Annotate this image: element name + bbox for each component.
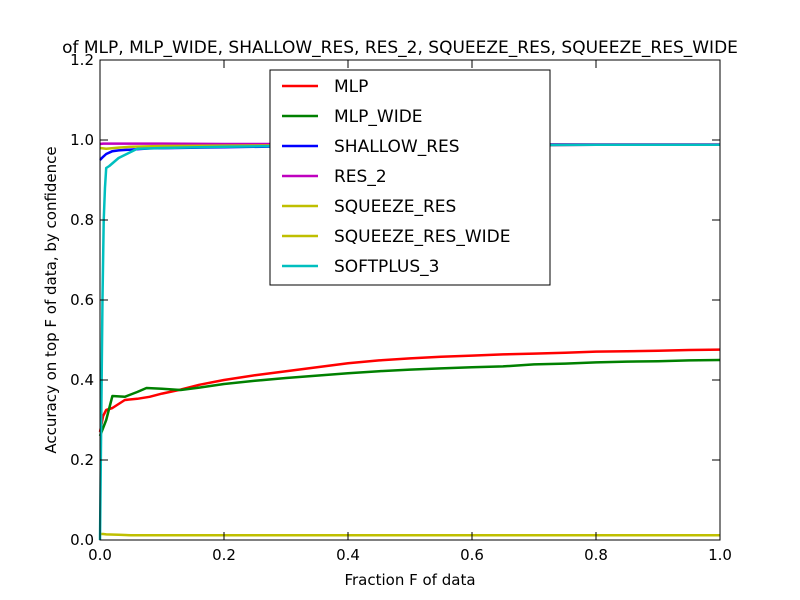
y-tick-label-1: 0.2: [70, 451, 94, 469]
y-tick-label-2: 0.4: [70, 371, 94, 389]
legend-label-softplus-3: SOFTPLUS_3: [334, 257, 439, 277]
y-tick-label-3: 0.6: [70, 291, 94, 309]
legend-label-mlp-wide: MLP_WIDE: [334, 107, 423, 127]
x-tick-label-1: 0.2: [212, 546, 236, 564]
y-tick-label-5: 1.0: [70, 131, 94, 149]
legend-frame: [269, 69, 551, 286]
legend-label-shallow-res: SHALLOW_RES: [334, 137, 460, 157]
legend-label-res-2: RES_2: [334, 167, 387, 187]
legend-label-squeeze-res-wide: SQUEEZE_RES_WIDE: [334, 227, 510, 247]
chart-title: of MLP, MLP_WIDE, SHALLOW_RES, RES_2, SQ…: [62, 38, 738, 58]
y-tick-label-6: 1.2: [70, 51, 94, 69]
x-tick-label-5: 1.0: [708, 546, 732, 564]
x-tick-label-2: 0.4: [336, 546, 360, 564]
x-tick-label-4: 0.8: [584, 546, 608, 564]
y-axis-label: Accuracy on top F of data, by confidence: [42, 146, 60, 453]
legend: MLP MLP_WIDE SHALLOW_RES RES_2 SQUEEZE_RES SQ…: [269, 69, 551, 286]
x-axis-label: Fraction F of data: [344, 571, 475, 589]
legend-label-squeeze-res: SQUEEZE_RES: [334, 197, 456, 217]
y-tick-label-0: 0.0: [70, 531, 94, 549]
series-line-squeeze-res: [100, 532, 720, 537]
y-tick-label-4: 0.8: [70, 211, 94, 229]
series-line-mlp-wide: [98, 358, 721, 437]
ticks-layer: 0.0 0.2 0.4 0.6 0.8 1.0 0.0 0.2 0.4 0.6 0.8 1.0 1.2: [70, 51, 732, 564]
x-tick-label-3: 0.6: [460, 546, 484, 564]
x-tick-label-0: 0.0: [88, 546, 112, 564]
series-line-mlp: [98, 348, 721, 433]
legend-label-mlp: MLP: [334, 77, 368, 97]
